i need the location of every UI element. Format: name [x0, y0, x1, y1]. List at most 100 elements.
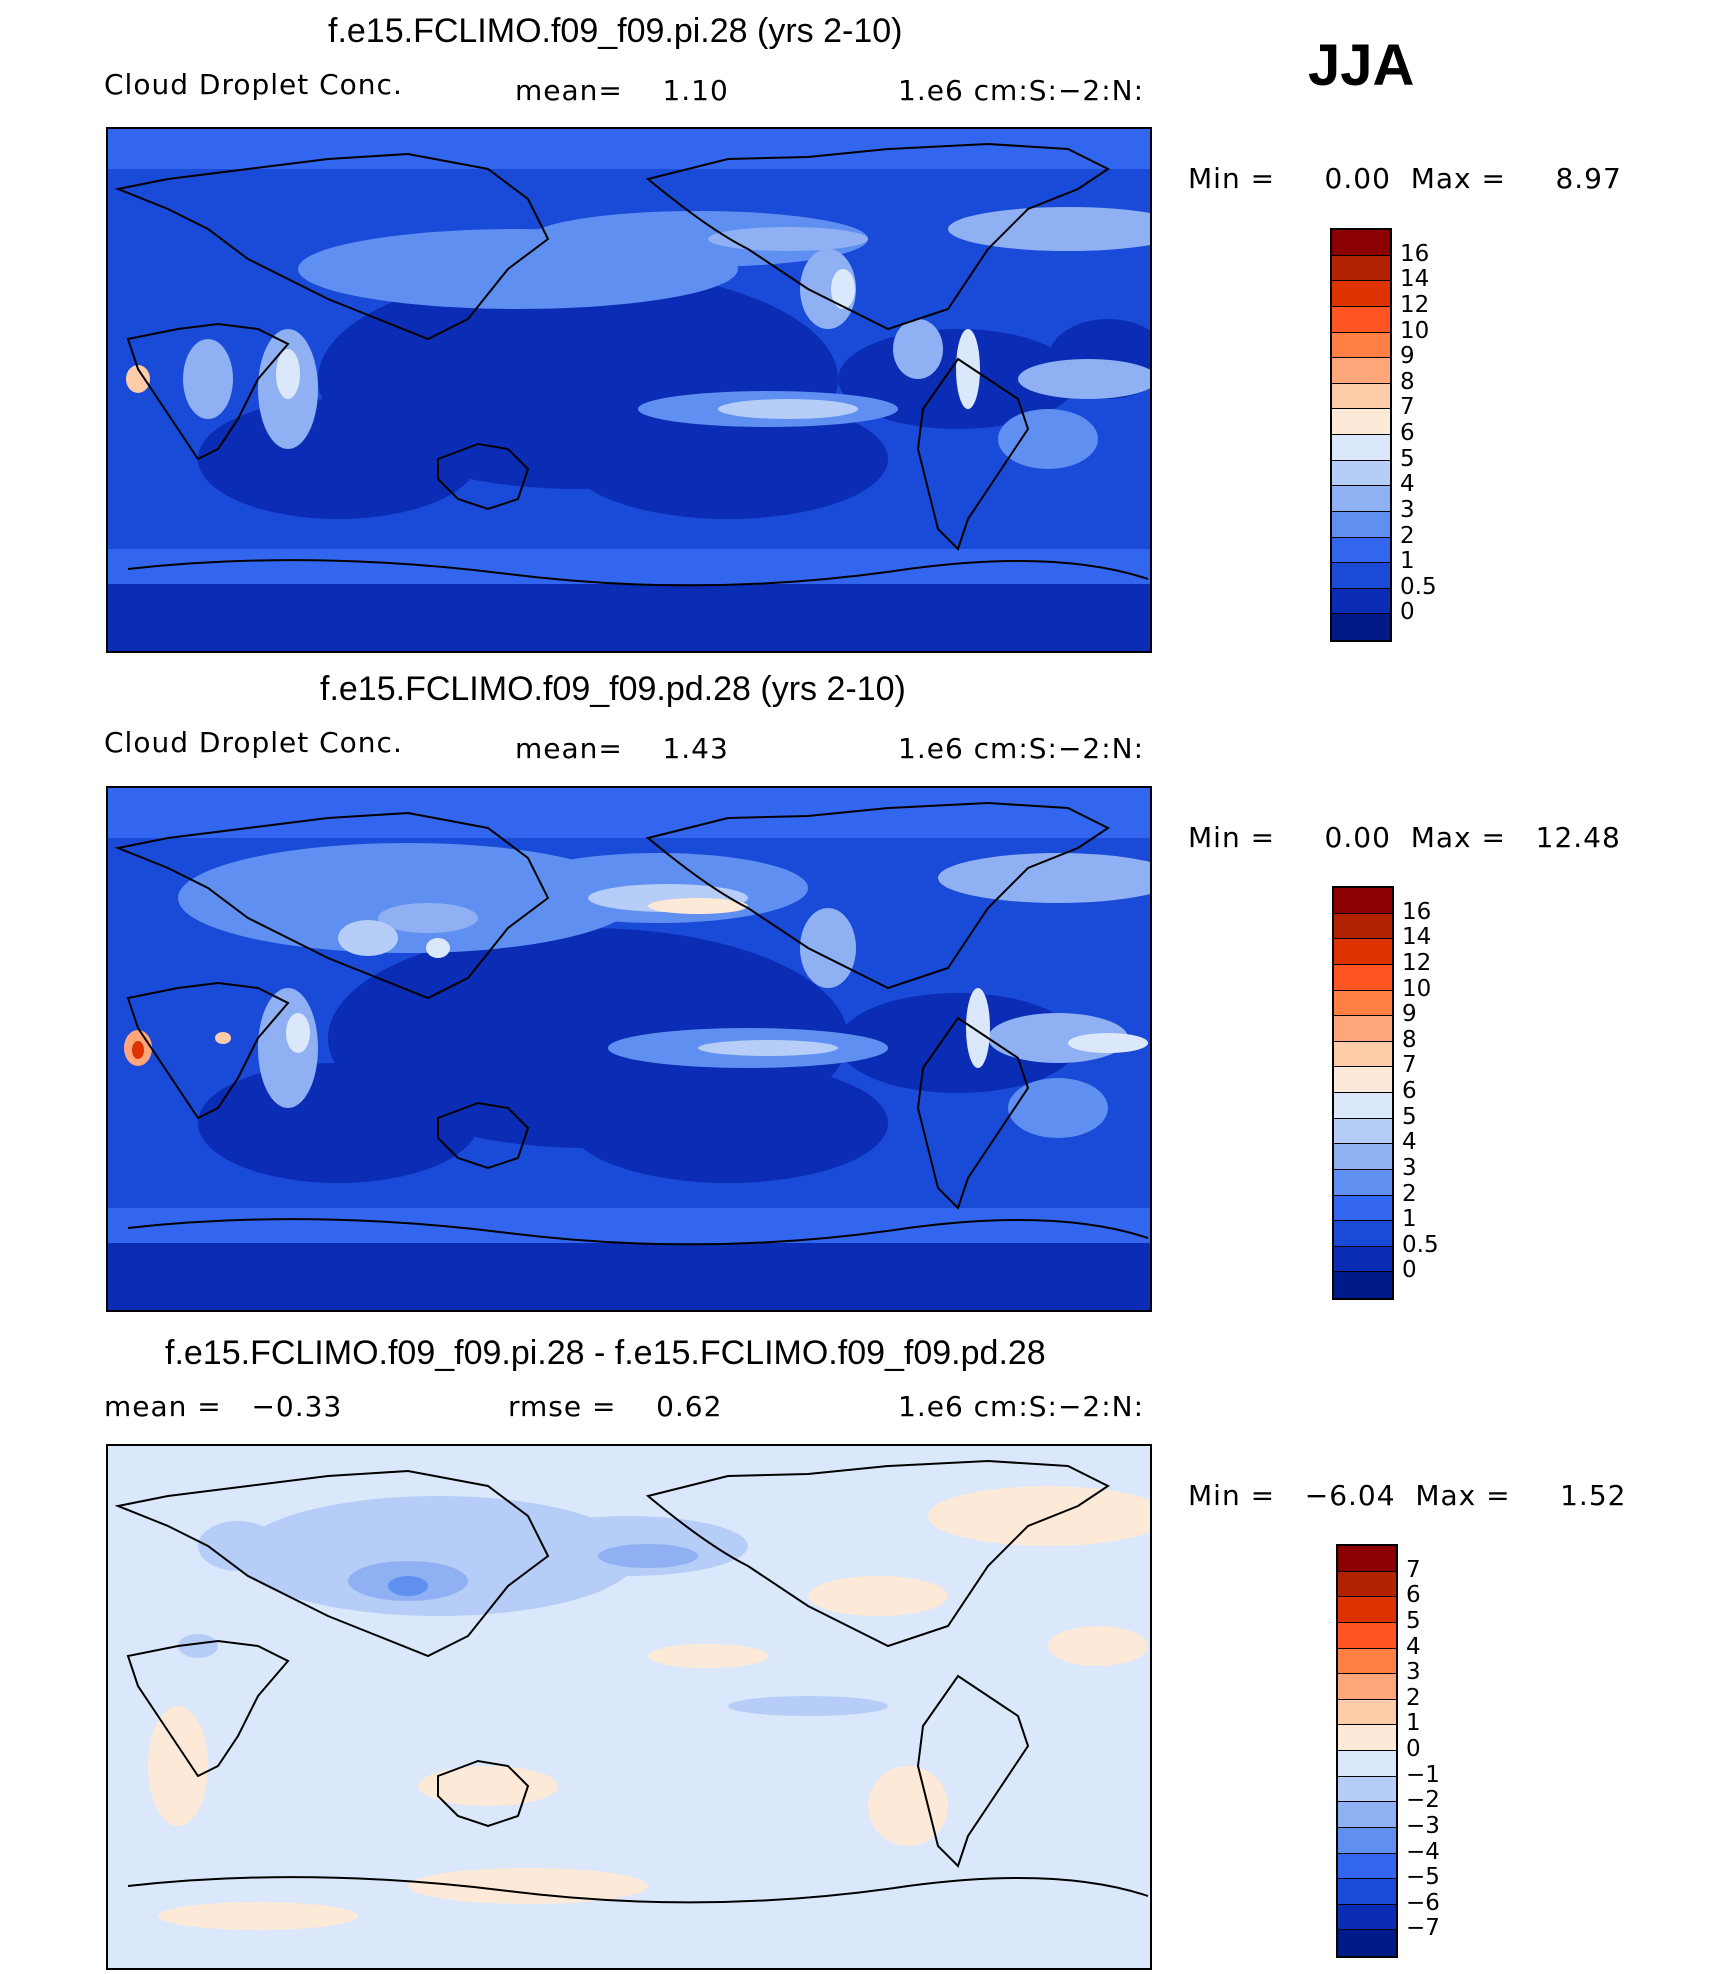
colorbar-box [1334, 939, 1392, 965]
panel-3-title: f.e15.FCLIMO.f09_f09.pi.28 - f.e15.FCLIM… [165, 1334, 1046, 1372]
panel-3-map-field [108, 1446, 1150, 1968]
colorbar-box [1334, 1144, 1392, 1170]
colorbar-tick-label: 7 [1406, 1556, 1421, 1583]
colorbar-box [1338, 1827, 1396, 1854]
colorbar-tick-label: −4 [1406, 1838, 1440, 1865]
colorbar-box [1338, 1648, 1396, 1675]
colorbar-tick-label: 3 [1406, 1659, 1421, 1686]
panel-1-map [106, 127, 1152, 653]
panel-3-minmax: Min = −6.04 Max = 1.52 [1188, 1479, 1627, 1512]
colorbar-box [1334, 1093, 1392, 1119]
panel-1-mean-label: mean= 1.10 [515, 74, 729, 107]
panel-2-map [106, 786, 1152, 1312]
colorbar-box [1334, 1169, 1392, 1196]
colorbar-box [1338, 1674, 1396, 1700]
panel-2-mean-label: mean= 1.43 [515, 732, 729, 765]
colorbar-box [1334, 990, 1392, 1017]
panel-3-colorbar [1336, 1544, 1398, 1958]
colorbar-tick-label: 0 [1406, 1736, 1421, 1762]
panel-2-minmax: Min = 0.00 Max = 12.48 [1188, 821, 1621, 854]
colorbar-tick-label: −1 [1406, 1761, 1440, 1788]
panel-3-units-label: 1.e6 cm:S:−2:N: [898, 1390, 1145, 1423]
colorbar-box [1334, 1221, 1392, 1247]
colorbar-tick-label: 5 [1402, 1103, 1417, 1130]
colorbar-box [1332, 255, 1390, 282]
colorbar-tick-label: 12 [1402, 949, 1432, 976]
colorbar-box [1338, 1597, 1396, 1623]
colorbar-box [1338, 1802, 1396, 1828]
colorbar-tick-label: −2 [1406, 1787, 1440, 1814]
colorbar-box [1334, 1016, 1392, 1042]
colorbar-tick-label: 0 [1400, 599, 1415, 626]
panel-2-colorbar-boxes [1334, 888, 1392, 1298]
colorbar-tick-label: 4 [1400, 471, 1415, 498]
colorbar-tick-label: 5 [1406, 1607, 1421, 1634]
colorbar-box [1332, 537, 1390, 564]
panel-3-mean-label: mean = −0.33 [104, 1390, 343, 1423]
colorbar-tick-label: 9 [1400, 343, 1415, 370]
colorbar-tick-label: 16 [1400, 240, 1430, 267]
colorbar-box [1332, 332, 1390, 359]
colorbar-tick-label: 0.5 [1402, 1231, 1439, 1258]
colorbar-tick-label: 10 [1402, 975, 1432, 1002]
colorbar-tick-label: 6 [1400, 420, 1415, 446]
colorbar-tick-label: 7 [1400, 394, 1415, 421]
colorbar-tick-label: 3 [1400, 496, 1415, 523]
panel-1-variable-label: Cloud Droplet Conc. [104, 68, 403, 101]
panel-2-title: f.e15.FCLIMO.f09_f09.pd.28 (yrs 2-10) [320, 670, 906, 708]
colorbar-box [1332, 563, 1390, 589]
panel-2-units-label: 1.e6 cm:S:−2:N: [898, 732, 1145, 765]
colorbar-box [1332, 306, 1390, 333]
colorbar-tick-label: 4 [1402, 1129, 1417, 1156]
colorbar-tick-label: 5 [1400, 445, 1415, 472]
panel-3-colorbar-boxes [1338, 1546, 1396, 1956]
colorbar-box [1338, 1571, 1396, 1598]
colorbar-box [1332, 614, 1390, 640]
colorbar-box [1334, 964, 1392, 991]
colorbar-box [1334, 1246, 1392, 1273]
colorbar-tick-label: 10 [1400, 317, 1430, 344]
colorbar-box [1334, 888, 1392, 914]
colorbar-box [1338, 1751, 1396, 1777]
colorbar-tick-label: 8 [1402, 1026, 1417, 1053]
colorbar-box [1332, 486, 1390, 512]
colorbar-box [1334, 913, 1392, 940]
colorbar-tick-label: 0.5 [1400, 573, 1437, 600]
colorbar-box [1332, 460, 1390, 487]
colorbar-tick-label: 1 [1400, 548, 1415, 575]
colorbar-tick-label: 14 [1400, 266, 1430, 293]
colorbar-box [1332, 383, 1390, 410]
colorbar-box [1332, 409, 1390, 435]
colorbar-tick-label: 9 [1402, 1001, 1417, 1028]
colorbar-box [1338, 1879, 1396, 1905]
colorbar-box [1332, 230, 1390, 256]
panel-3-rmse-label: rmse = 0.62 [508, 1390, 723, 1423]
colorbar-box [1332, 435, 1390, 461]
colorbar-box [1334, 1195, 1392, 1222]
colorbar-tick-label: −5 [1406, 1864, 1440, 1891]
colorbar-tick-label: 7 [1402, 1052, 1417, 1079]
colorbar-box [1334, 1272, 1392, 1298]
colorbar-box [1338, 1776, 1396, 1803]
panel-2-variable-label: Cloud Droplet Conc. [104, 726, 403, 759]
colorbar-tick-label: 12 [1400, 291, 1430, 318]
colorbar-tick-label: 2 [1406, 1684, 1421, 1711]
colorbar-box [1334, 1067, 1392, 1093]
colorbar-tick-label: 3 [1402, 1154, 1417, 1181]
panel-3-map [106, 1444, 1152, 1970]
colorbar-tick-label: 6 [1402, 1078, 1417, 1104]
panel-1-minmax: Min = 0.00 Max = 8.97 [1188, 162, 1622, 195]
panel-1-units-label: 1.e6 cm:S:−2:N: [898, 74, 1145, 107]
colorbar-tick-label: 1 [1402, 1206, 1417, 1233]
colorbar-box [1332, 588, 1390, 615]
colorbar-tick-label: 4 [1406, 1633, 1421, 1660]
colorbar-tick-label: −6 [1406, 1889, 1440, 1916]
colorbar-box [1334, 1118, 1392, 1145]
colorbar-tick-label: 1 [1406, 1710, 1421, 1737]
colorbar-box [1332, 511, 1390, 538]
colorbar-box [1338, 1622, 1396, 1649]
colorbar-tick-label: −3 [1406, 1812, 1440, 1839]
colorbar-tick-label: 0 [1402, 1257, 1417, 1284]
colorbar-box [1338, 1930, 1396, 1956]
colorbar-tick-label: −7 [1406, 1915, 1440, 1942]
